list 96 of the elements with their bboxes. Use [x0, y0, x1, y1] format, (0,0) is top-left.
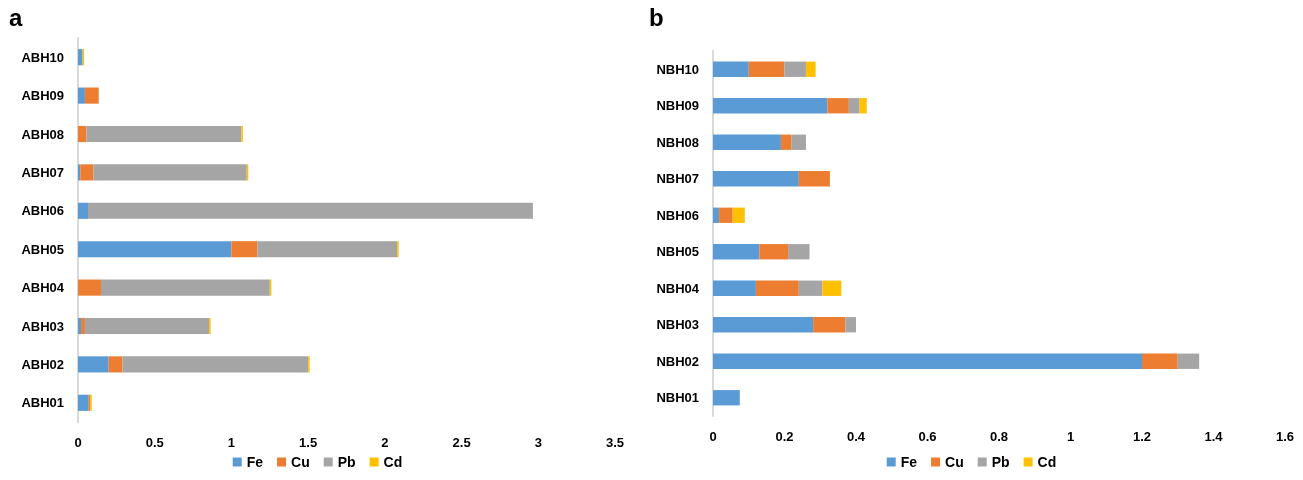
bar	[798, 280, 823, 296]
y-tick-label: NBH04	[656, 280, 700, 296]
bar	[713, 353, 1142, 369]
x-tick-label: 0	[74, 435, 82, 450]
x-tick-label: 1.6	[1275, 429, 1295, 444]
bar	[719, 207, 733, 223]
x-tick-label: 2.5	[452, 435, 471, 450]
legend-label: Fe	[246, 454, 264, 470]
y-tick-label: ABH07	[21, 164, 64, 180]
legend-label: Cd	[383, 454, 403, 470]
bar	[713, 61, 749, 77]
x-tick-label: 1	[227, 435, 236, 450]
bar	[713, 134, 781, 150]
bar	[713, 171, 799, 187]
y-tick-label: NBH06	[656, 207, 699, 223]
bar	[713, 98, 828, 114]
bar	[84, 317, 210, 335]
x-tick-label: 1.2	[1132, 429, 1152, 444]
bar	[78, 49, 83, 66]
x-tick-label: 0.5	[145, 435, 164, 450]
bar	[87, 202, 533, 219]
bar	[845, 317, 856, 333]
x-tick-label: 0.6	[918, 429, 937, 444]
y-tick-label: ABH01	[21, 395, 64, 411]
bar	[78, 356, 109, 373]
x-tick-label: 0	[709, 429, 717, 444]
bar	[780, 134, 792, 150]
legend-label: Pb	[337, 454, 356, 470]
bar	[788, 244, 810, 260]
legend-label: Cu	[945, 454, 964, 470]
bar	[78, 125, 87, 143]
bar	[1177, 353, 1200, 369]
y-tick-label: NBH09	[656, 98, 699, 114]
x-tick-label: 1	[1066, 429, 1075, 444]
y-tick-label: ABH09	[21, 88, 64, 104]
bar	[101, 279, 270, 296]
bar	[80, 164, 94, 181]
y-tick-label: ABH02	[21, 356, 64, 372]
bar	[755, 280, 799, 296]
bar	[122, 356, 309, 373]
bar	[78, 87, 85, 104]
y-tick-label: ABH06	[21, 203, 64, 219]
x-tick-label: 0.2	[775, 429, 794, 444]
bar	[713, 280, 756, 296]
bar	[108, 356, 123, 373]
legend-label: Cu	[291, 454, 310, 470]
bar	[713, 390, 740, 406]
chart-title: a	[9, 3, 23, 31]
legend-label: Pb	[991, 454, 1010, 470]
y-tick-label: NBH03	[656, 317, 699, 333]
bar	[78, 394, 89, 411]
legend-label: Cd	[1037, 454, 1057, 470]
bar	[827, 98, 849, 114]
bar	[859, 98, 867, 114]
x-tick-label: 0.4	[846, 429, 866, 444]
bar	[86, 125, 242, 143]
bar	[257, 241, 398, 258]
bar	[813, 317, 846, 333]
bar	[748, 61, 785, 77]
y-tick-label: NBH05	[656, 244, 699, 260]
bar	[822, 280, 842, 296]
bar	[93, 164, 247, 181]
y-tick-label: ABH04	[21, 280, 65, 296]
y-tick-label: NBH10	[656, 61, 699, 77]
y-tick-label: ABH10	[21, 49, 64, 65]
bar	[78, 279, 102, 296]
y-tick-label: ABH05	[21, 241, 64, 257]
bar	[759, 244, 789, 260]
bar	[848, 98, 860, 114]
bar	[78, 202, 88, 219]
x-tick-label: 3.5	[605, 435, 625, 450]
y-tick-label: NBH01	[656, 390, 699, 406]
y-tick-label: ABH08	[21, 126, 64, 142]
bar	[84, 87, 99, 104]
y-tick-label: NBH08	[656, 134, 699, 150]
bar	[805, 61, 816, 77]
x-tick-label: 2	[381, 435, 389, 450]
x-tick-label: 1.4	[1204, 429, 1224, 444]
bar	[732, 207, 745, 223]
bar	[713, 207, 720, 223]
bar	[1142, 353, 1178, 369]
bar	[798, 171, 830, 187]
bar	[784, 61, 806, 77]
chart-title: b	[649, 3, 664, 31]
x-tick-label: 1.5	[299, 435, 318, 450]
bar	[791, 134, 806, 150]
bar	[78, 241, 232, 258]
bar	[231, 241, 258, 258]
bar	[713, 317, 814, 333]
y-tick-label: NBH02	[656, 353, 699, 369]
x-tick-label: 0.8	[989, 429, 1009, 444]
y-tick-label: NBH07	[656, 171, 699, 187]
y-tick-label: ABH03	[21, 318, 64, 334]
bar	[713, 244, 760, 260]
x-tick-label: 3	[534, 435, 542, 450]
legend-label: Fe	[900, 454, 918, 470]
